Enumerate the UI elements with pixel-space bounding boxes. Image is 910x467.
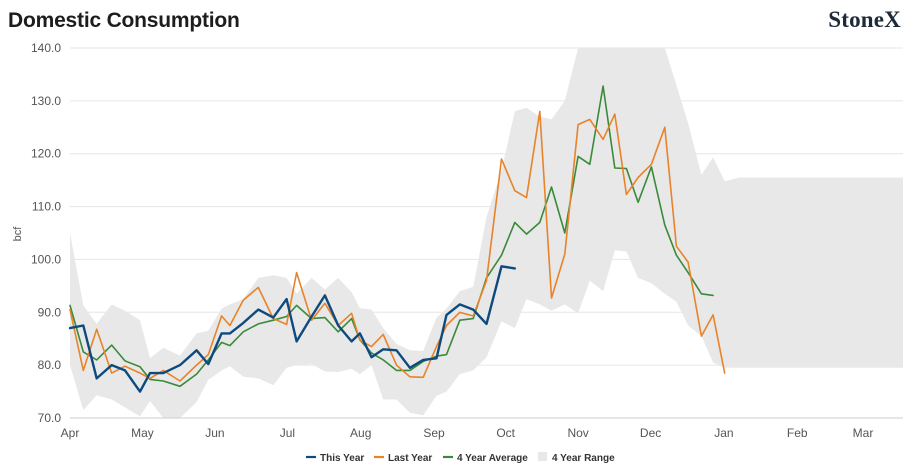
y-tick-label: 140.0	[31, 41, 61, 55]
legend-swatch	[538, 452, 547, 461]
legend-item-label: 4 Year Range	[552, 453, 615, 464]
legend-item-label: This Year	[320, 453, 364, 464]
x-tick-label: Sep	[423, 426, 445, 440]
chart-title: Domestic Consumption	[8, 9, 240, 32]
x-tick-label: Apr	[61, 426, 80, 440]
y-axis-label: bcf	[12, 226, 24, 242]
legend-item-label: Last Year	[388, 453, 432, 464]
x-tick-label: Mar	[853, 426, 874, 440]
series-line-avg	[69, 85, 714, 388]
series-line-last-year	[69, 110, 726, 382]
series-line-this-year	[68, 265, 516, 393]
legend-item-label: 4 Year Average	[457, 453, 528, 464]
y-tick-label: 130.0	[31, 94, 61, 108]
x-tick-label: Oct	[496, 426, 515, 440]
x-tick-label: Dec	[640, 426, 661, 440]
y-tick-label: 70.0	[38, 411, 62, 425]
x-tick-label: Aug	[350, 426, 371, 440]
x-tick-label: Jul	[280, 426, 295, 440]
y-tick-label: 80.0	[38, 358, 62, 372]
stonex-logo: StoneX	[828, 7, 901, 32]
y-tick-label: 120.0	[31, 147, 61, 161]
y-tick-label: 90.0	[38, 305, 62, 319]
y-tick-label: 100.0	[31, 252, 61, 266]
x-tick-label: Jun	[205, 426, 224, 440]
x-tick-label: May	[131, 426, 154, 440]
x-tick-label: Nov	[567, 426, 588, 440]
y-tick-label: 110.0	[32, 200, 61, 214]
x-tick-label: Jan	[714, 426, 733, 440]
x-tick-label: Feb	[787, 426, 808, 440]
range-band	[70, 48, 903, 418]
